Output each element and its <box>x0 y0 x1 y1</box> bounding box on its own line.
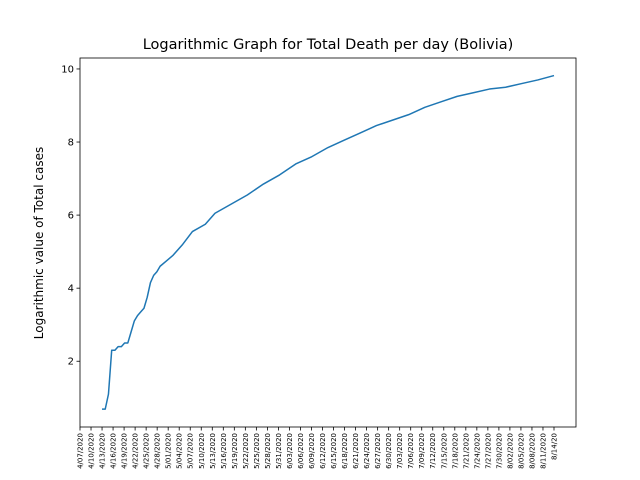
plot-frame <box>79 57 577 428</box>
x-tick-label: 8/05/2020 <box>517 433 525 469</box>
x-tick-label: 5/10/2020 <box>198 433 206 469</box>
y-tick-label: 10 <box>61 64 74 75</box>
x-tick-label: 4/25/2020 <box>143 433 151 469</box>
x-tick-label: 5/25/2020 <box>253 433 261 469</box>
x-tick-label: 4/13/2020 <box>99 433 107 469</box>
x-tick-label: 6/15/2020 <box>330 433 338 469</box>
x-tick-label: 6/24/2020 <box>363 433 371 469</box>
x-tick-label: 5/28/2020 <box>264 433 272 469</box>
x-tick-label: 7/03/2020 <box>396 433 404 469</box>
x-tick-label: 4/16/2020 <box>110 433 118 469</box>
x-tick-label: 7/15/2020 <box>440 433 448 469</box>
x-tick-label: 8/14/20 <box>551 433 559 460</box>
x-tick-label: 5/16/2020 <box>220 433 228 469</box>
x-tick-label: 7/21/2020 <box>462 433 470 469</box>
x-tick-label: 6/12/2020 <box>319 433 327 469</box>
chart-title: Logarithmic Graph for Total Death per da… <box>143 37 514 53</box>
x-tick-label: 5/04/2020 <box>176 433 184 469</box>
x-tick-label: 5/22/2020 <box>242 433 250 469</box>
x-tick-label: 6/30/2020 <box>385 433 393 469</box>
x-tick-label: 7/18/2020 <box>451 433 459 469</box>
x-tick-label: 5/19/2020 <box>231 433 239 469</box>
y-tick-label: 4 <box>68 284 74 295</box>
y-tick-label: 8 <box>68 138 74 149</box>
x-tick-label: 7/06/2020 <box>407 433 415 469</box>
x-tick-label: 7/12/2020 <box>429 433 437 469</box>
x-tick-label: 8/02/2020 <box>506 433 514 469</box>
x-tick-label: 7/27/2020 <box>484 433 492 469</box>
x-tick-label: 4/07/2020 <box>77 433 85 469</box>
x-tick-label: 8/11/2020 <box>539 433 547 469</box>
x-tick-label: 6/21/2020 <box>352 433 360 469</box>
x-tick-label: 4/22/2020 <box>132 433 140 469</box>
x-tick-label: 6/09/2020 <box>308 433 316 469</box>
x-tick-label: 6/27/2020 <box>374 433 382 469</box>
y-tick-label: 6 <box>68 211 74 222</box>
x-tick-label: 6/18/2020 <box>341 433 349 469</box>
x-tick-label: 5/31/2020 <box>275 433 283 469</box>
x-tick-label: 5/01/2020 <box>165 433 173 469</box>
x-tick-label: 4/19/2020 <box>121 433 129 469</box>
plot-area: 2 4 6 8 10 4/07/2020 4/10/2020 4/13/2020 4/16/20… <box>61 64 558 468</box>
y-axis-label: Logarithmic value of Total cases <box>32 147 46 339</box>
x-tick-label: 5/07/2020 <box>187 433 195 469</box>
series-line <box>102 74 555 410</box>
x-tick-label: 4/10/2020 <box>88 433 96 469</box>
x-tick-label: 6/03/2020 <box>286 433 294 469</box>
x-tick-label: 8/08/2020 <box>528 433 536 469</box>
y-tick-label: 2 <box>68 357 74 368</box>
x-tick-label: 7/30/2020 <box>495 433 503 469</box>
x-tick-label: 7/09/2020 <box>418 433 426 469</box>
x-tick-label: 4/28/2020 <box>154 433 162 469</box>
x-tick-label: 6/06/2020 <box>297 433 305 469</box>
x-tick-label: 7/24/2020 <box>473 433 481 469</box>
x-tick-label: 5/13/2020 <box>209 433 217 469</box>
